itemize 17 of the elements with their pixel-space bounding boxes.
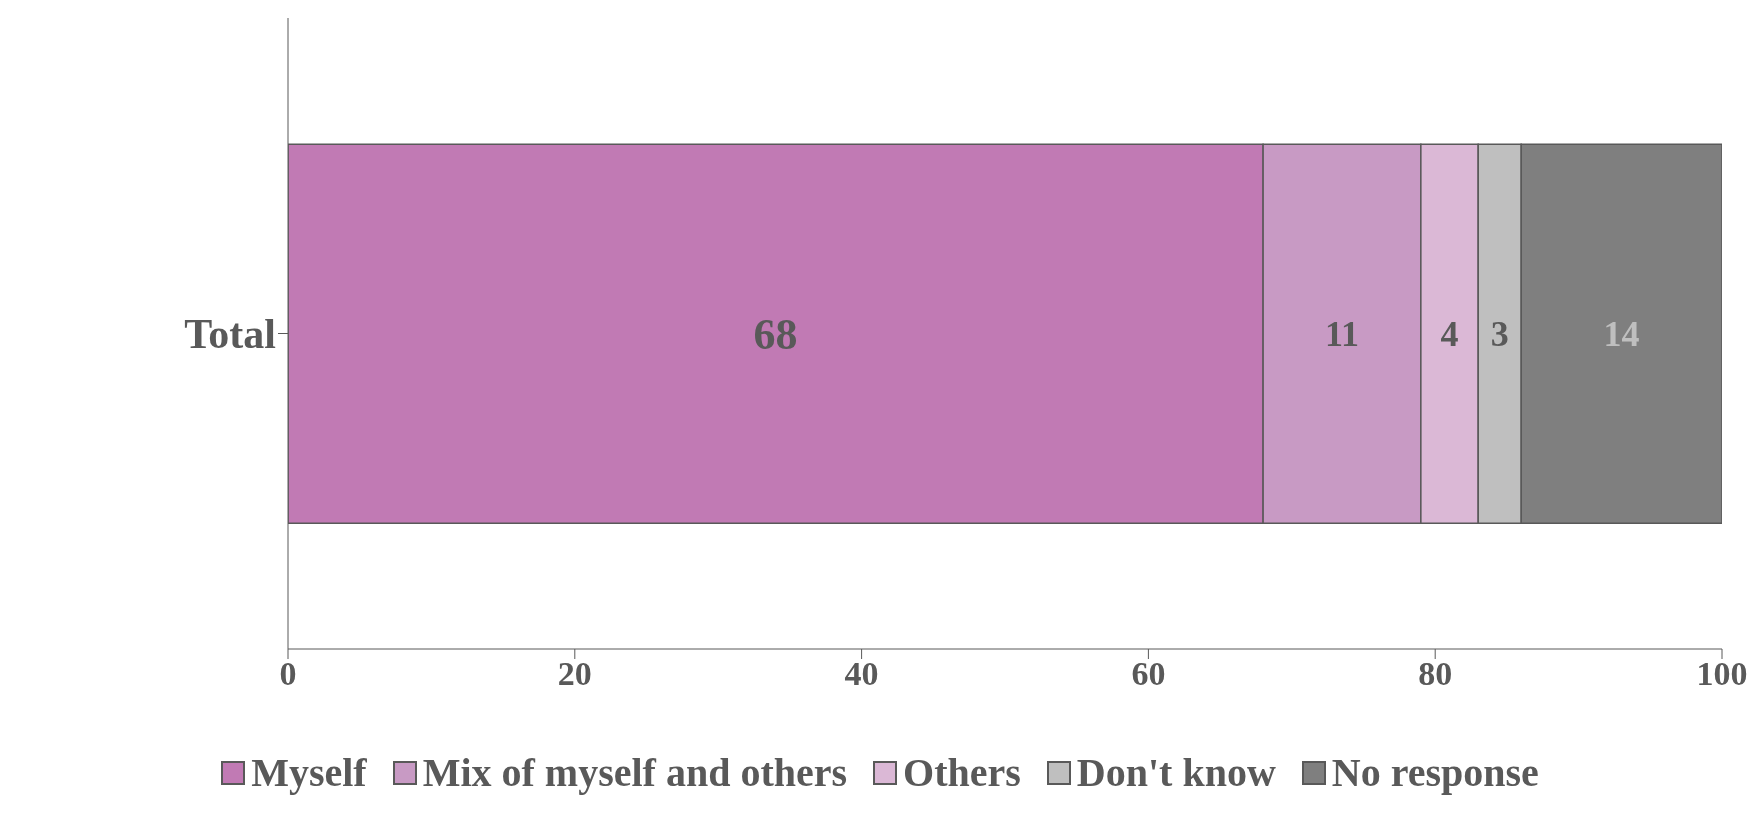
legend-label: Myself (251, 749, 367, 796)
data-label: 14 (1603, 314, 1640, 355)
x-tick-label: 20 (557, 655, 592, 693)
x-tick-label: 0 (279, 655, 297, 693)
legend-label: Others (903, 749, 1021, 796)
legend-label: Don't know (1076, 749, 1276, 796)
data-label: 4 (1440, 314, 1459, 355)
x-tick-label: 60 (1131, 655, 1166, 693)
x-tick-label: 40 (844, 655, 879, 693)
x-tick-label: 80 (1418, 655, 1453, 693)
legend-label: Mix of myself and others (422, 749, 848, 796)
data-label: 3 (1490, 314, 1509, 355)
y-tick-label: Total (184, 311, 276, 358)
legend-label: No response (1331, 749, 1539, 796)
data-label: 68 (753, 310, 798, 360)
data-label: 11 (1324, 314, 1359, 355)
x-tick-label: 100 (1696, 655, 1748, 693)
